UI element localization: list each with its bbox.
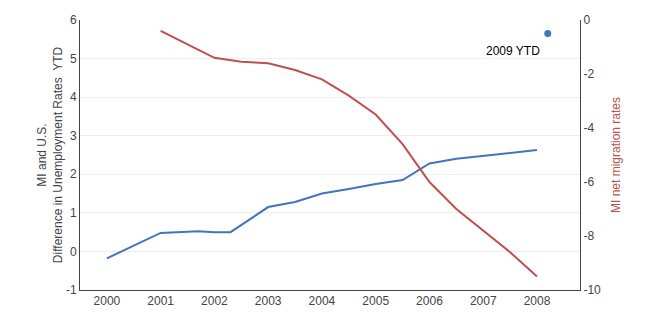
svg-text:2008: 2008 [524,294,551,308]
svg-text:2000: 2000 [94,294,121,308]
svg-text:2007: 2007 [470,294,497,308]
svg-text:0: 0 [583,13,590,27]
svg-text:-1: -1 [66,283,77,297]
svg-text:3: 3 [70,129,77,143]
svg-text:4: 4 [70,90,77,104]
svg-text:2: 2 [70,167,77,181]
svg-text:MI net migration rates: MI net migration rates [609,97,623,213]
svg-text:-6: -6 [583,175,594,189]
svg-text:2002: 2002 [201,294,228,308]
svg-text:1: 1 [70,206,77,220]
svg-text:0: 0 [70,245,77,259]
svg-text:2004: 2004 [309,294,336,308]
svg-text:6: 6 [70,13,77,27]
svg-text:-2: -2 [583,67,594,81]
svg-text:5: 5 [70,52,77,66]
svg-text:-10: -10 [583,283,601,297]
svg-text:2009 YTD: 2009 YTD [486,44,540,58]
svg-text:MI and U.S.Difference in Unemp: MI and U.S.Difference in Unemployment Ra… [35,47,65,264]
svg-text:-4: -4 [583,121,594,135]
svg-text:2006: 2006 [416,294,443,308]
svg-text:2001: 2001 [147,294,174,308]
svg-text:2005: 2005 [362,294,389,308]
svg-text:2003: 2003 [255,294,282,308]
svg-text:-8: -8 [583,229,594,243]
